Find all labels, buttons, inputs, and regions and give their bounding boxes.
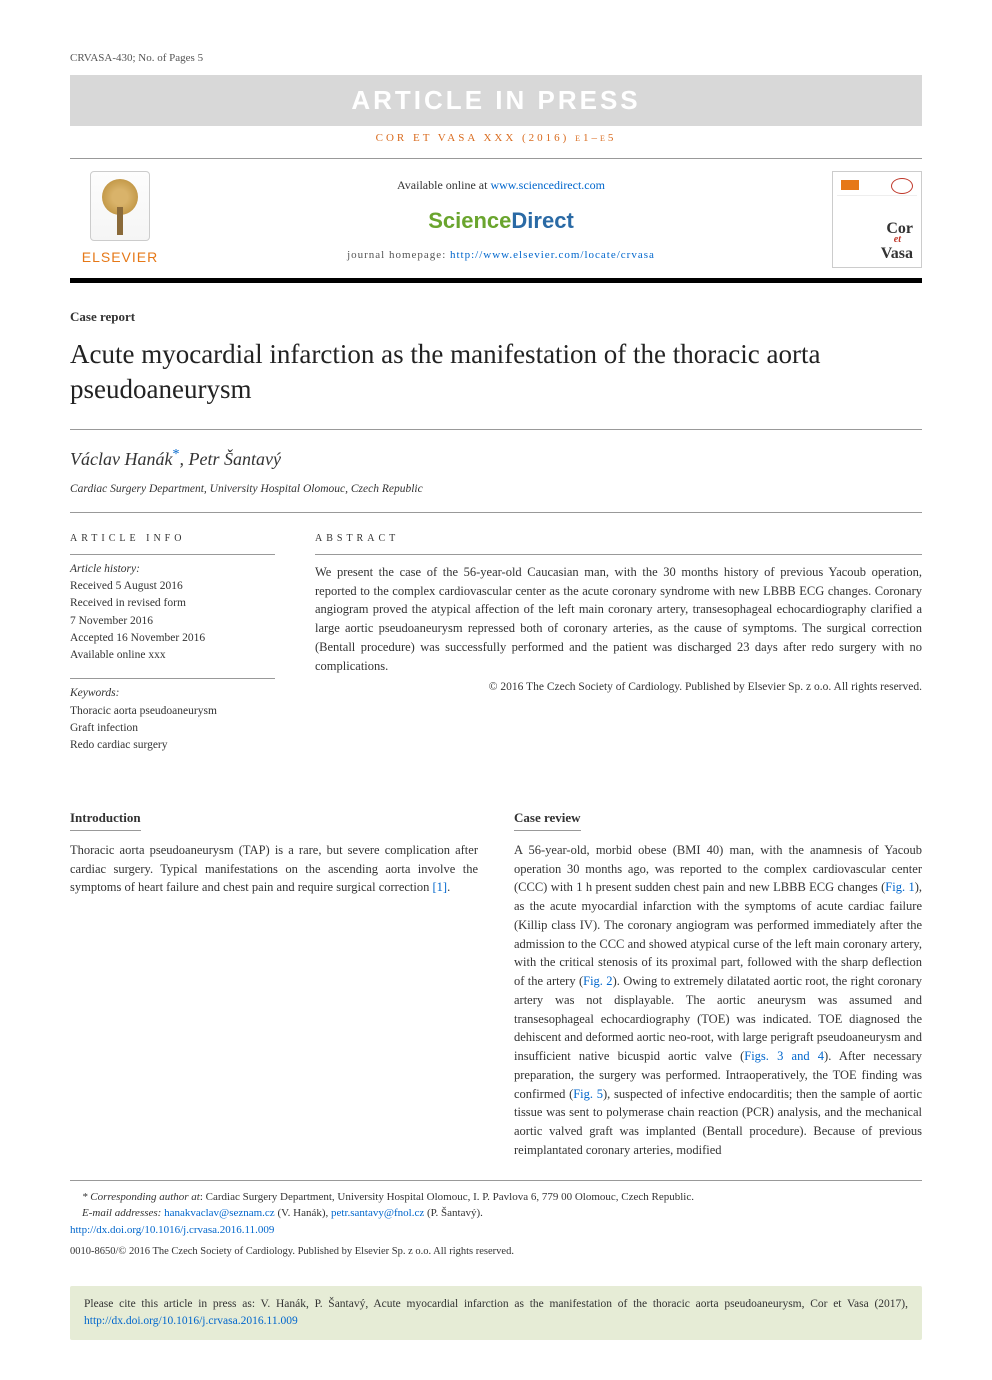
- email-who-1: (V. Hanák),: [275, 1207, 331, 1219]
- article-history-block: Article history: Received 5 August 2016 …: [70, 554, 275, 665]
- abstract-block: We present the case of the 56-year-old C…: [315, 554, 922, 697]
- cover-vasa: Vasa: [881, 245, 913, 262]
- authors-line: Václav Hanák*, Petr Šantavý: [70, 444, 922, 473]
- running-header-left: CRVASA-430; No. of Pages 5: [70, 50, 203, 67]
- article-title: Acute myocardial infarction as the manif…: [70, 337, 922, 407]
- keywords-label: Keywords:: [70, 685, 275, 702]
- keyword-1: Thoracic aorta pseudoaneurysm: [70, 703, 275, 720]
- available-online-line: Available online at www.sciencedirect.co…: [190, 176, 812, 194]
- footnotes-block: * Corresponding author at: Cardiac Surge…: [70, 1180, 922, 1260]
- cite-this-article-box: Please cite this article in press as: V.…: [70, 1286, 922, 1341]
- rule-above-authors: [70, 429, 922, 430]
- sd-direct: Direct: [511, 208, 573, 233]
- history-label: Article history:: [70, 561, 275, 578]
- email-label: E-mail addresses:: [82, 1207, 164, 1219]
- fig-link-1[interactable]: Fig. 1: [885, 880, 914, 894]
- rule-below-affiliation: [70, 512, 922, 513]
- elsevier-wordmark: ELSEVIER: [82, 247, 158, 268]
- cover-header-graphic: [837, 176, 917, 196]
- author-1: Václav Hanák: [70, 449, 172, 469]
- journal-homepage-link[interactable]: http://www.elsevier.com/locate/crvasa: [450, 249, 655, 261]
- fig-link-2[interactable]: Fig. 2: [583, 974, 612, 988]
- available-prefix: Available online at: [397, 178, 490, 192]
- issn-copyright-line: 0010-8650/© 2016 The Czech Society of Ca…: [70, 1244, 922, 1260]
- article-type: Case report: [70, 307, 922, 327]
- email-footnote: E-mail addresses: hanakvaclav@seznam.cz …: [70, 1205, 922, 1222]
- doi-link[interactable]: http://dx.doi.org/10.1016/j.crvasa.2016.…: [70, 1224, 274, 1236]
- corr-label: * Corresponding author at: [82, 1191, 200, 1203]
- intro-text: Thoracic aorta pseudoaneurysm (TAP) is a…: [70, 843, 478, 895]
- journal-cover-thumbnail: Cor et Vasa: [832, 171, 922, 268]
- keyword-3: Redo cardiac surgery: [70, 737, 275, 754]
- masthead: ELSEVIER Available online at www.science…: [70, 158, 922, 283]
- fig-link-5[interactable]: Fig. 5: [573, 1087, 603, 1101]
- abstract-copyright: © 2016 The Czech Society of Cardiology. …: [315, 679, 922, 696]
- homepage-prefix: journal homepage:: [347, 249, 450, 261]
- abstract-text: We present the case of the 56-year-old C…: [315, 563, 922, 676]
- case-paragraph: A 56-year-old, morbid obese (BMI 40) man…: [514, 841, 922, 1160]
- intro-tail: .: [447, 880, 450, 894]
- sciencedirect-logo: ScienceDirect: [190, 204, 812, 237]
- cite-prefix: Please cite this article in press as: V.…: [84, 1298, 908, 1310]
- section-heading-introduction: Introduction: [70, 808, 141, 831]
- case-p1a: A 56-year-old, morbid obese (BMI 40) man…: [514, 843, 922, 895]
- corr-text: : Cardiac Surgery Department, University…: [200, 1191, 694, 1203]
- cite-doi-link[interactable]: http://dx.doi.org/10.1016/j.crvasa.2016.…: [84, 1315, 298, 1327]
- email-who-2: (P. Šantavý).: [424, 1207, 483, 1219]
- history-revised-line2: 7 November 2016: [70, 613, 275, 630]
- ref-link-1[interactable]: [1]: [433, 880, 448, 894]
- cover-title: Cor et Vasa: [837, 220, 917, 263]
- affiliation: Cardiac Surgery Department, University H…: [70, 481, 922, 498]
- history-online: Available online xxx: [70, 647, 275, 664]
- email-link-1[interactable]: hanakvaclav@seznam.cz: [164, 1207, 275, 1219]
- history-revised-line1: Received in revised form: [70, 595, 275, 612]
- history-accepted: Accepted 16 November 2016: [70, 630, 275, 647]
- author-2: , Petr Šantavý: [179, 449, 280, 469]
- sciencedirect-link[interactable]: www.sciencedirect.com: [490, 178, 605, 192]
- email-link-2[interactable]: petr.santavy@fnol.cz: [331, 1207, 424, 1219]
- journal-homepage-line: journal homepage: http://www.elsevier.co…: [190, 247, 812, 264]
- article-in-press-banner: ARTICLE IN PRESS: [70, 75, 922, 126]
- sd-science: Science: [428, 208, 511, 233]
- corresponding-author-footnote: * Corresponding author at: Cardiac Surge…: [70, 1189, 922, 1206]
- abstract-heading: ABSTRACT: [315, 531, 922, 546]
- elsevier-logo: ELSEVIER: [70, 171, 170, 268]
- section-heading-case-review: Case review: [514, 808, 581, 831]
- abstract-column: ABSTRACT We present the case of the 56-y…: [315, 531, 922, 769]
- introduction-paragraph: Thoracic aorta pseudoaneurysm (TAP) is a…: [70, 841, 478, 897]
- keyword-2: Graft infection: [70, 720, 275, 737]
- fig-link-3-4[interactable]: Figs. 3 and 4: [744, 1049, 824, 1063]
- journal-reference: COR ET VASA XXX (2016) e1–e5: [70, 130, 922, 147]
- article-info-heading: ARTICLE INFO: [70, 531, 275, 546]
- body-two-column: Introduction Thoracic aorta pseudoaneury…: [70, 808, 922, 1159]
- elsevier-tree-icon: [90, 171, 150, 241]
- history-received: Received 5 August 2016: [70, 578, 275, 595]
- masthead-center: Available online at www.sciencedirect.co…: [190, 171, 812, 268]
- keywords-block: Keywords: Thoracic aorta pseudoaneurysm …: [70, 678, 275, 754]
- article-info-column: ARTICLE INFO Article history: Received 5…: [70, 531, 275, 769]
